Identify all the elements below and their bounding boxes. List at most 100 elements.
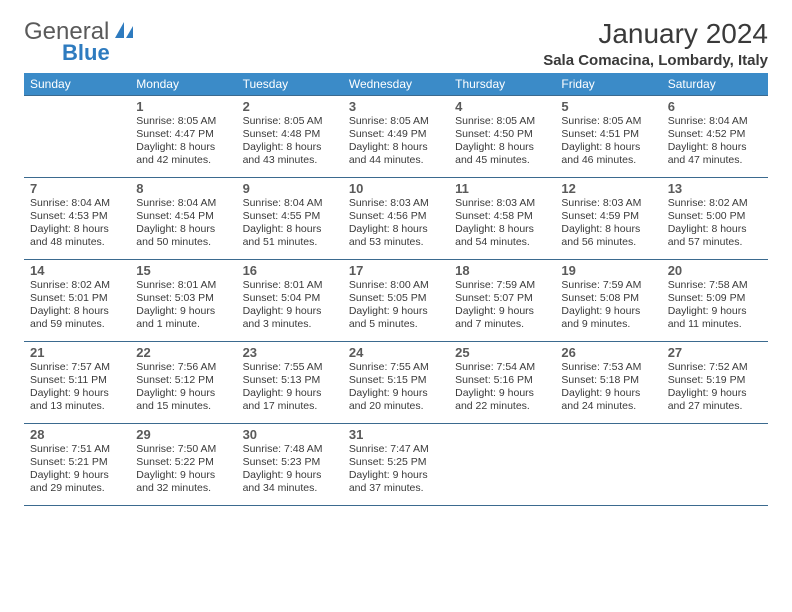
day-info: Sunrise: 8:02 AMSunset: 5:00 PMDaylight:…: [668, 197, 762, 250]
calendar-body: 1Sunrise: 8:05 AMSunset: 4:47 PMDaylight…: [24, 96, 768, 506]
calendar-cell: 4Sunrise: 8:05 AMSunset: 4:50 PMDaylight…: [449, 96, 555, 178]
day-number: 1: [136, 99, 230, 114]
day-info: Sunrise: 7:55 AMSunset: 5:13 PMDaylight:…: [243, 361, 337, 414]
day-number: 11: [455, 181, 549, 196]
calendar-cell: 25Sunrise: 7:54 AMSunset: 5:16 PMDayligh…: [449, 342, 555, 424]
day-info: Sunrise: 7:59 AMSunset: 5:08 PMDaylight:…: [561, 279, 655, 332]
calendar-cell: 18Sunrise: 7:59 AMSunset: 5:07 PMDayligh…: [449, 260, 555, 342]
calendar-cell: 13Sunrise: 8:02 AMSunset: 5:00 PMDayligh…: [662, 178, 768, 260]
day-info: Sunrise: 8:03 AMSunset: 4:56 PMDaylight:…: [349, 197, 443, 250]
day-number: 16: [243, 263, 337, 278]
day-number: 26: [561, 345, 655, 360]
weekday-header: Friday: [555, 73, 661, 96]
day-number: 4: [455, 99, 549, 114]
day-number: 7: [30, 181, 124, 196]
day-info: Sunrise: 8:03 AMSunset: 4:58 PMDaylight:…: [455, 197, 549, 250]
day-number: 6: [668, 99, 762, 114]
calendar-week-row: 7Sunrise: 8:04 AMSunset: 4:53 PMDaylight…: [24, 178, 768, 260]
weekday-header: Wednesday: [343, 73, 449, 96]
weekday-header: Thursday: [449, 73, 555, 96]
calendar-cell: 12Sunrise: 8:03 AMSunset: 4:59 PMDayligh…: [555, 178, 661, 260]
calendar-week-row: 28Sunrise: 7:51 AMSunset: 5:21 PMDayligh…: [24, 424, 768, 506]
day-number: 23: [243, 345, 337, 360]
calendar-cell: 24Sunrise: 7:55 AMSunset: 5:15 PMDayligh…: [343, 342, 449, 424]
calendar-cell: 3Sunrise: 8:05 AMSunset: 4:49 PMDaylight…: [343, 96, 449, 178]
weekday-header: Saturday: [662, 73, 768, 96]
day-info: Sunrise: 8:05 AMSunset: 4:48 PMDaylight:…: [243, 115, 337, 168]
logo-text-blue: Blue: [62, 40, 110, 66]
day-number: 18: [455, 263, 549, 278]
weekday-header: Sunday: [24, 73, 130, 96]
day-number: 22: [136, 345, 230, 360]
calendar-table: SundayMondayTuesdayWednesdayThursdayFrid…: [24, 73, 768, 506]
day-number: 28: [30, 427, 124, 442]
calendar-cell: 27Sunrise: 7:52 AMSunset: 5:19 PMDayligh…: [662, 342, 768, 424]
day-info: Sunrise: 7:53 AMSunset: 5:18 PMDaylight:…: [561, 361, 655, 414]
day-info: Sunrise: 7:52 AMSunset: 5:19 PMDaylight:…: [668, 361, 762, 414]
calendar-cell: [24, 96, 130, 178]
day-info: Sunrise: 7:56 AMSunset: 5:12 PMDaylight:…: [136, 361, 230, 414]
calendar-cell: 16Sunrise: 8:01 AMSunset: 5:04 PMDayligh…: [237, 260, 343, 342]
day-info: Sunrise: 8:00 AMSunset: 5:05 PMDaylight:…: [349, 279, 443, 332]
calendar-cell: 17Sunrise: 8:00 AMSunset: 5:05 PMDayligh…: [343, 260, 449, 342]
day-number: 19: [561, 263, 655, 278]
day-info: Sunrise: 7:48 AMSunset: 5:23 PMDaylight:…: [243, 443, 337, 496]
calendar-cell: 26Sunrise: 7:53 AMSunset: 5:18 PMDayligh…: [555, 342, 661, 424]
day-number: 14: [30, 263, 124, 278]
weekday-header-row: SundayMondayTuesdayWednesdayThursdayFrid…: [24, 73, 768, 96]
day-info: Sunrise: 7:50 AMSunset: 5:22 PMDaylight:…: [136, 443, 230, 496]
day-info: Sunrise: 7:58 AMSunset: 5:09 PMDaylight:…: [668, 279, 762, 332]
calendar-cell: 1Sunrise: 8:05 AMSunset: 4:47 PMDaylight…: [130, 96, 236, 178]
calendar-week-row: 14Sunrise: 8:02 AMSunset: 5:01 PMDayligh…: [24, 260, 768, 342]
day-number: 3: [349, 99, 443, 114]
day-number: 31: [349, 427, 443, 442]
calendar-cell: 30Sunrise: 7:48 AMSunset: 5:23 PMDayligh…: [237, 424, 343, 506]
day-info: Sunrise: 7:54 AMSunset: 5:16 PMDaylight:…: [455, 361, 549, 414]
calendar-cell: 7Sunrise: 8:04 AMSunset: 4:53 PMDaylight…: [24, 178, 130, 260]
day-info: Sunrise: 7:55 AMSunset: 5:15 PMDaylight:…: [349, 361, 443, 414]
day-number: 2: [243, 99, 337, 114]
day-info: Sunrise: 8:04 AMSunset: 4:55 PMDaylight:…: [243, 197, 337, 250]
title-block: January 2024 Sala Comacina, Lombardy, It…: [543, 18, 768, 69]
calendar-cell: 21Sunrise: 7:57 AMSunset: 5:11 PMDayligh…: [24, 342, 130, 424]
calendar-cell: 2Sunrise: 8:05 AMSunset: 4:48 PMDaylight…: [237, 96, 343, 178]
calendar-cell: 20Sunrise: 7:58 AMSunset: 5:09 PMDayligh…: [662, 260, 768, 342]
calendar-cell: 14Sunrise: 8:02 AMSunset: 5:01 PMDayligh…: [24, 260, 130, 342]
header: General Blue January 2024 Sala Comacina,…: [24, 18, 768, 69]
calendar-week-row: 1Sunrise: 8:05 AMSunset: 4:47 PMDaylight…: [24, 96, 768, 178]
day-info: Sunrise: 7:59 AMSunset: 5:07 PMDaylight:…: [455, 279, 549, 332]
day-info: Sunrise: 8:04 AMSunset: 4:53 PMDaylight:…: [30, 197, 124, 250]
day-info: Sunrise: 8:05 AMSunset: 4:51 PMDaylight:…: [561, 115, 655, 168]
day-info: Sunrise: 7:51 AMSunset: 5:21 PMDaylight:…: [30, 443, 124, 496]
month-title: January 2024: [543, 18, 768, 50]
day-number: 20: [668, 263, 762, 278]
day-info: Sunrise: 8:04 AMSunset: 4:52 PMDaylight:…: [668, 115, 762, 168]
day-info: Sunrise: 8:05 AMSunset: 4:49 PMDaylight:…: [349, 115, 443, 168]
day-number: 9: [243, 181, 337, 196]
calendar-cell: 29Sunrise: 7:50 AMSunset: 5:22 PMDayligh…: [130, 424, 236, 506]
calendar-cell: [662, 424, 768, 506]
logo: General Blue: [24, 18, 135, 46]
day-number: 8: [136, 181, 230, 196]
day-number: 17: [349, 263, 443, 278]
calendar-cell: 9Sunrise: 8:04 AMSunset: 4:55 PMDaylight…: [237, 178, 343, 260]
calendar-cell: 6Sunrise: 8:04 AMSunset: 4:52 PMDaylight…: [662, 96, 768, 178]
day-info: Sunrise: 8:05 AMSunset: 4:47 PMDaylight:…: [136, 115, 230, 168]
calendar-cell: 15Sunrise: 8:01 AMSunset: 5:03 PMDayligh…: [130, 260, 236, 342]
calendar-cell: 10Sunrise: 8:03 AMSunset: 4:56 PMDayligh…: [343, 178, 449, 260]
location-text: Sala Comacina, Lombardy, Italy: [543, 52, 768, 69]
day-number: 21: [30, 345, 124, 360]
day-info: Sunrise: 8:01 AMSunset: 5:04 PMDaylight:…: [243, 279, 337, 332]
day-number: 27: [668, 345, 762, 360]
day-number: 25: [455, 345, 549, 360]
calendar-cell: 5Sunrise: 8:05 AMSunset: 4:51 PMDaylight…: [555, 96, 661, 178]
day-number: 12: [561, 181, 655, 196]
day-info: Sunrise: 8:05 AMSunset: 4:50 PMDaylight:…: [455, 115, 549, 168]
day-number: 5: [561, 99, 655, 114]
calendar-cell: 22Sunrise: 7:56 AMSunset: 5:12 PMDayligh…: [130, 342, 236, 424]
day-info: Sunrise: 8:03 AMSunset: 4:59 PMDaylight:…: [561, 197, 655, 250]
weekday-header: Monday: [130, 73, 236, 96]
day-info: Sunrise: 8:01 AMSunset: 5:03 PMDaylight:…: [136, 279, 230, 332]
day-info: Sunrise: 7:57 AMSunset: 5:11 PMDaylight:…: [30, 361, 124, 414]
calendar-cell: 8Sunrise: 8:04 AMSunset: 4:54 PMDaylight…: [130, 178, 236, 260]
